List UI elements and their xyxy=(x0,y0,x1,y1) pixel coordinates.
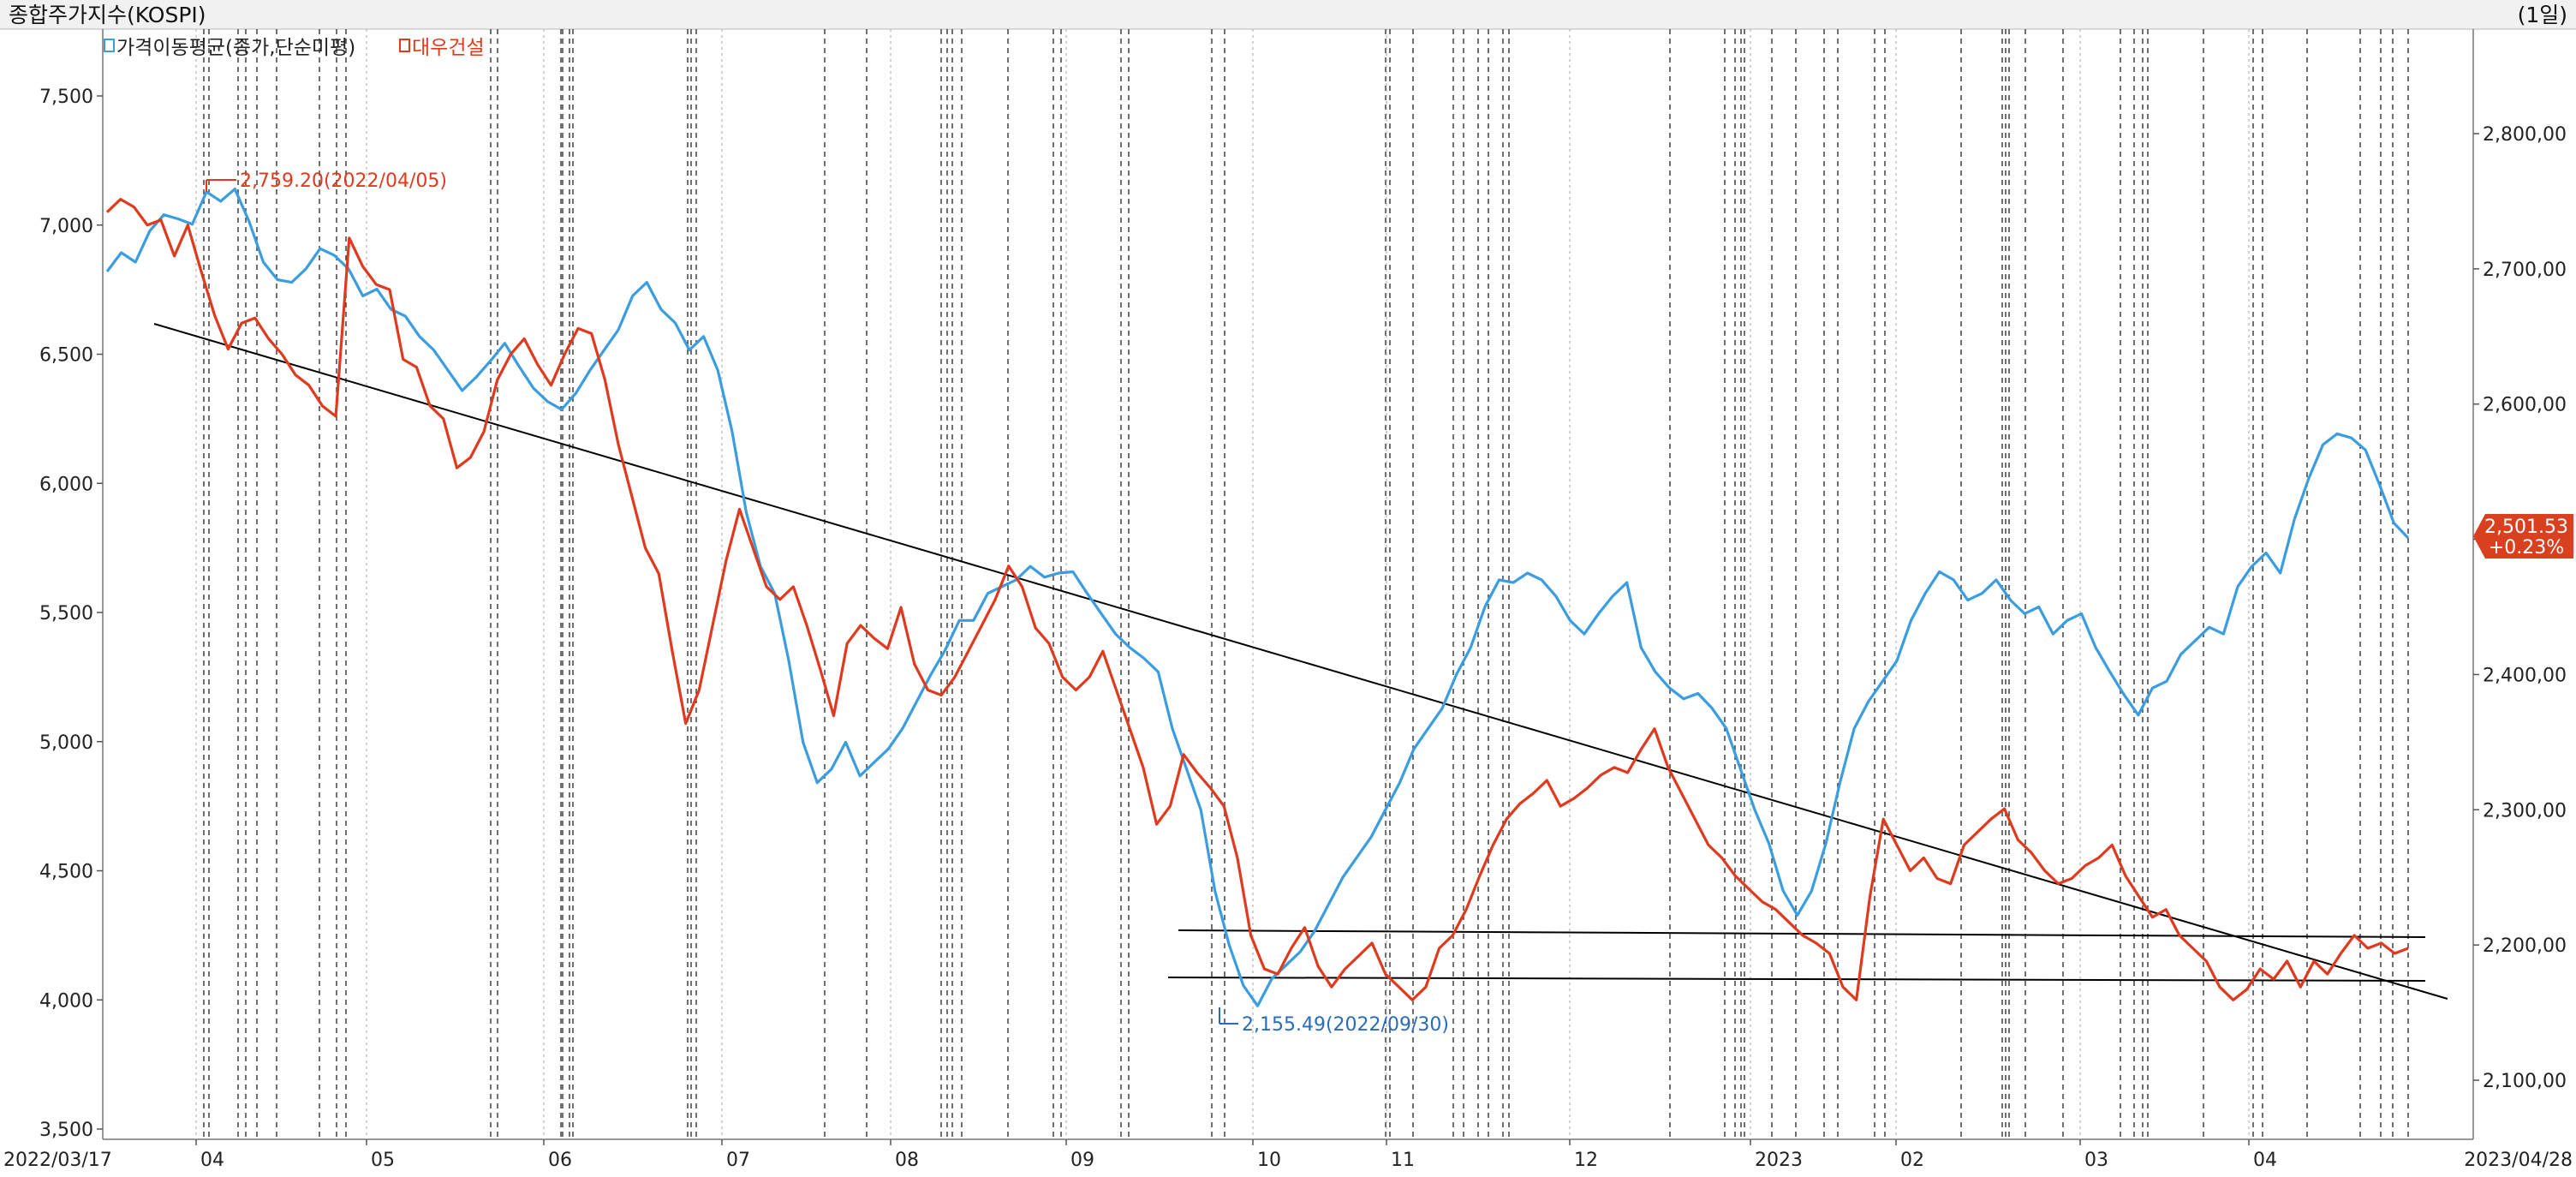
x-end-date: 2023/04/28 xyxy=(2464,1150,2573,1171)
right-tick-label: 2,200,00 xyxy=(2483,935,2567,957)
left-tick-label: 5,000 xyxy=(39,732,93,754)
x-tick-label: 05 xyxy=(371,1150,395,1171)
x-tick-label: 08 xyxy=(895,1150,919,1171)
legend-swatch-daewoo xyxy=(399,39,410,52)
legend-item-daewoo[interactable]: 대우건설 xyxy=(412,37,485,59)
left-tick-label: 4,000 xyxy=(39,990,93,1012)
x-tick-label: 2023 xyxy=(1755,1150,1803,1171)
period-label: (1일) xyxy=(2518,3,2567,27)
legend-item-moving-average[interactable]: 가격이동평균(종가,단순미평) xyxy=(116,37,355,59)
left-y-axis: 7,500 7,000 6,500 6,000 5,500 5,000 4,500 4,000… xyxy=(39,87,103,1141)
x-tick-label: 12 xyxy=(1574,1150,1598,1171)
chart-title: 종합주가지수(KOSPI) xyxy=(9,3,206,27)
x-tick-label: 04 xyxy=(200,1150,224,1171)
right-tick-label: 2,400,00 xyxy=(2483,665,2567,686)
descending-trendline xyxy=(153,323,2448,1000)
low-annotation: 2,155.49(2022/09/30) xyxy=(1219,1007,1449,1036)
low-label: 2,155.49(2022/09/30) xyxy=(1242,1014,1449,1036)
x-tick-label: 04 xyxy=(2253,1150,2277,1171)
x-tick-label: 06 xyxy=(548,1150,572,1171)
x-tick-label: 09 xyxy=(1070,1150,1094,1171)
x-tick-label: 03 xyxy=(2084,1150,2108,1171)
high-annotation: 2,759.20(2022/04/05) xyxy=(206,170,447,192)
legend-swatch-kospi xyxy=(104,39,115,52)
high-label: 2,759.20(2022/04/05) xyxy=(240,170,447,192)
event-markers xyxy=(195,29,2409,1139)
x-tick-label: 07 xyxy=(726,1150,750,1171)
daewoo-line xyxy=(105,198,2409,1001)
left-tick-label: 5,500 xyxy=(39,603,93,624)
right-tick-label: 2,300,00 xyxy=(2483,800,2567,822)
right-tick-label: 2,100,00 xyxy=(2483,1071,2567,1092)
x-start-date: 2022/03/17 xyxy=(3,1150,112,1171)
left-tick-label: 7,500 xyxy=(39,87,93,108)
x-tick-label: 10 xyxy=(1257,1150,1281,1171)
legend[interactable]: 가격이동평균(종가,단순미평) 대우건설 xyxy=(104,37,485,59)
left-tick-label: 6,000 xyxy=(39,474,93,495)
left-tick-label: 4,500 xyxy=(39,862,93,883)
x-axis: 04 05 06 07 08 09 10 11 12 2023 02 03 04 2022/03/17 20… xyxy=(3,1139,2573,1171)
current-change: +0.23% xyxy=(2489,537,2564,559)
right-tick-label: 2,700,00 xyxy=(2483,260,2567,281)
current-value: 2,501.53 xyxy=(2484,517,2568,538)
current-value-tag: 2,501.53 +0.23% xyxy=(2473,514,2573,559)
x-tick-label: 11 xyxy=(1391,1150,1415,1171)
right-tick-label: 2,600,00 xyxy=(2483,395,2567,416)
left-tick-label: 7,000 xyxy=(39,216,93,237)
chart-header-bar xyxy=(0,0,2576,29)
series-lines xyxy=(105,188,2410,1007)
left-tick-label: 3,500 xyxy=(39,1120,93,1141)
kospi-line xyxy=(105,188,2410,1007)
left-tick-label: 6,500 xyxy=(39,345,93,367)
x-tick-label: 02 xyxy=(1900,1150,1924,1171)
right-tick-label: 2,800,00 xyxy=(2483,124,2567,146)
